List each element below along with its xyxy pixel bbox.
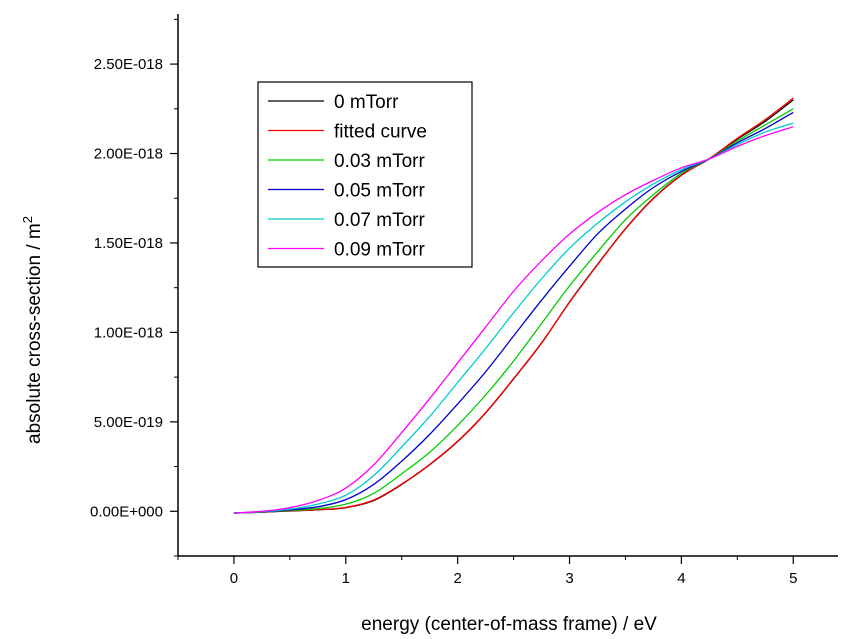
y-axis-title-superscript: 2 [20, 216, 35, 223]
y-tick-label: 1.50E-018 [94, 235, 163, 252]
x-tick-label: 0 [230, 570, 238, 587]
legend-box [257, 81, 473, 268]
y-tick-label: 2.50E-018 [94, 56, 163, 73]
legend-label: 0.09 mTorr [334, 240, 425, 261]
x-tick-label: 3 [565, 570, 573, 587]
legend-label: 0.07 mTorr [334, 210, 425, 231]
plot-area [233, 97, 794, 514]
x-tick-label: 4 [677, 570, 685, 587]
x-tick-label: 5 [789, 570, 797, 587]
y-axis-title-main: absolute cross-section / m [24, 223, 45, 444]
y-tick-label: 0.00E+000 [90, 503, 163, 520]
y-axis-title: absolute cross-section / m2 [20, 216, 45, 444]
legend-label: 0.05 mTorr [334, 181, 425, 202]
y-tick-label: 1.00E-018 [94, 324, 163, 341]
legend-label: fitted curve [334, 122, 427, 143]
legend: 0 mTorr fitted curve 0.03 mTorr 0.05 mTorr 0… [257, 81, 473, 268]
series-line-6 [233, 126, 794, 514]
x-axis-title: energy (center-of-mass frame) / eV [361, 614, 657, 635]
legend-label: 0.03 mTorr [334, 151, 425, 172]
y-tick-label: 5.00E-019 [94, 414, 163, 431]
x-tick-label: 1 [342, 570, 350, 587]
y-tick-label: 2.00E-018 [94, 146, 163, 163]
x-tick-label: 2 [453, 570, 461, 587]
legend-label: 0 mTorr [334, 92, 399, 113]
